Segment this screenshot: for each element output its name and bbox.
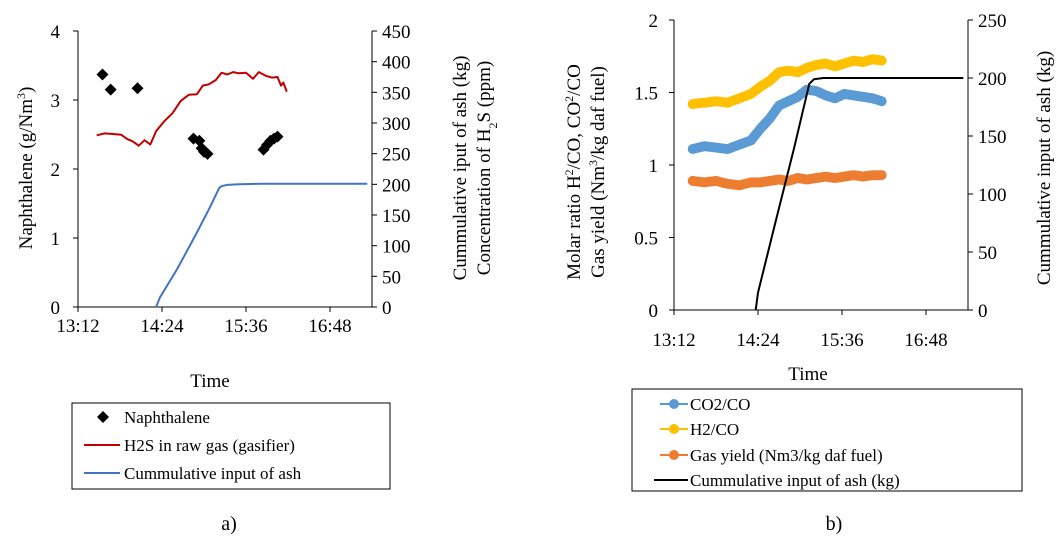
- chart-b-ylabel-left-2: Gas yield (Nm3/kg daf fuel): [586, 66, 609, 278]
- chart-b-legend-box: [631, 388, 1023, 492]
- chart-b-x-tick-label: 16:48: [904, 330, 947, 351]
- chart-a-legend-label-ash: Cummulative input of ash: [124, 464, 302, 483]
- chart-a-left-tick-label: 0: [51, 298, 61, 319]
- chart-a-left-tick-label: 3: [51, 91, 61, 112]
- chart-a-x-tick-label: 16:48: [308, 316, 351, 337]
- chart-b-legend-label-ash: Cummulative input of ash (kg): [690, 471, 900, 490]
- chart-a-series-0-point: [201, 147, 214, 160]
- chart-b-left-tick-label: 0: [649, 301, 659, 322]
- chart-b-left-tick-label: 2: [649, 11, 659, 32]
- chart-b-legend-marker-gasyield: [669, 450, 679, 460]
- chart-a-legend-marker-naphthalene: [97, 411, 109, 423]
- chart-a-left-tick-label: 4: [51, 22, 61, 43]
- chart-a: 0 1 2 3 4 0 50 100 150 200 250 300 350 400 450 13:12 14:…: [14, 22, 500, 535]
- chart-b-panel-label: b): [826, 513, 843, 535]
- chart-b-legend-marker-h2co: [669, 424, 679, 434]
- chart-a-series-0-point: [271, 130, 284, 143]
- chart-a-right-tick-label: 150: [382, 206, 411, 227]
- chart-b-series-1-point: [876, 55, 887, 66]
- chart-b-x-tick-label: 13:12: [652, 330, 695, 351]
- chart-b-right-tick-label: 100: [978, 185, 1007, 206]
- chart-b-right-tick-label: 150: [978, 127, 1007, 148]
- chart-b-right-tick-label: 200: [978, 69, 1007, 90]
- chart-a-legend-label-naphthalene: Naphthalene: [124, 408, 210, 427]
- chart-a-x-tick-label: 13:12: [56, 316, 99, 337]
- chart-b-legend-label-gasyield: Gas yield (Nm3/kg daf fuel): [690, 446, 883, 465]
- chart-a-series-2-line: [155, 182, 368, 308]
- chart-a-legend: Naphthalene H2S in raw gas (gasifier) Cu…: [71, 402, 391, 490]
- chart-b-series-2-point: [876, 170, 887, 181]
- chart-a-ylabel-right-2: Concentration of H2S (ppm): [474, 61, 500, 275]
- chart-a-series-0-point: [96, 68, 109, 81]
- chart-b-left-tick-label: 0.5: [634, 229, 658, 250]
- chart-a-legend-box: [71, 402, 391, 490]
- chart-a-ylabel-right-1: Cummulative iput of ash (kg): [450, 56, 471, 281]
- chart-b-x-tick-label: 14:24: [736, 330, 780, 351]
- chart-a-xlabel: Time: [190, 371, 229, 392]
- chart-b-plot-area: 0 0.5 1 1.5 2 0 50 100 150 200 250 13:12 14:24 15:36 1…: [634, 11, 1006, 351]
- chart-b: 0 0.5 1 1.5 2 0 50 100 150 200 250 13:12 14:24 15:36 1…: [562, 11, 1055, 535]
- chart-b-series-0-point: [876, 96, 887, 107]
- chart-a-left-tick-label: 1: [51, 229, 61, 250]
- chart-a-series-1-line: [96, 71, 288, 147]
- chart-a-right-tick-label: 400: [382, 53, 411, 74]
- chart-b-legend-marker-co2co: [669, 399, 679, 409]
- chart-a-right-tick-label: 300: [382, 114, 411, 135]
- chart-a-x-tick-label: 15:36: [224, 316, 267, 337]
- chart-a-panel-label: a): [221, 513, 237, 535]
- chart-b-right-tick-label: 50: [978, 243, 997, 264]
- chart-a-right-tick-label: 200: [382, 175, 411, 196]
- chart-a-right-tick-label: 50: [382, 267, 401, 288]
- chart-b-xlabel: Time: [788, 364, 827, 385]
- chart-b-right-tick-label: 250: [978, 11, 1007, 32]
- chart-a-ylabel-left: Naphthalene (g/Nm3): [14, 87, 37, 250]
- chart-a-left-tick-label: 2: [51, 160, 61, 181]
- chart-a-right-tick-label: 250: [382, 145, 411, 166]
- chart-a-legend-label-h2s: H2S in raw gas (gasifier): [124, 436, 295, 455]
- chart-a-series-0-point: [131, 82, 144, 95]
- chart-b-series-3-line: [754, 77, 964, 311]
- chart-a-right-tick-label: 0: [382, 298, 392, 319]
- chart-a-right-tick-label: 100: [382, 237, 411, 258]
- chart-a-x-tick-label: 14:24: [140, 316, 184, 337]
- chart-b-legend-label-h2co: H2/CO: [690, 420, 739, 439]
- chart-b-left-tick-label: 1.5: [634, 84, 658, 105]
- chart-b-legend-label-co2co: CO2/CO: [690, 395, 750, 414]
- chart-b-right-tick-label: 0: [978, 301, 988, 322]
- chart-b-ylabel-right: Cummulative input of ash (kg): [1034, 51, 1055, 285]
- chart-a-series-0-point: [104, 83, 117, 96]
- chart-a-right-tick-label: 350: [382, 83, 411, 104]
- chart-a-right-tick-label: 450: [382, 22, 411, 43]
- chart-b-ylabel-left-1: Molar ratio H2/CO, CO2/CO: [562, 64, 585, 280]
- chart-b-left-tick-label: 1: [649, 156, 659, 177]
- chart-b-legend: CO2/CO H2/CO Gas yield (Nm3/kg daf fuel)…: [631, 388, 1023, 492]
- chart-a-plot-area: 0 1 2 3 4 0 50 100 150 200 250 300 350 400 450 13:12 14:…: [51, 22, 411, 337]
- chart-b-x-tick-label: 15:36: [820, 330, 863, 351]
